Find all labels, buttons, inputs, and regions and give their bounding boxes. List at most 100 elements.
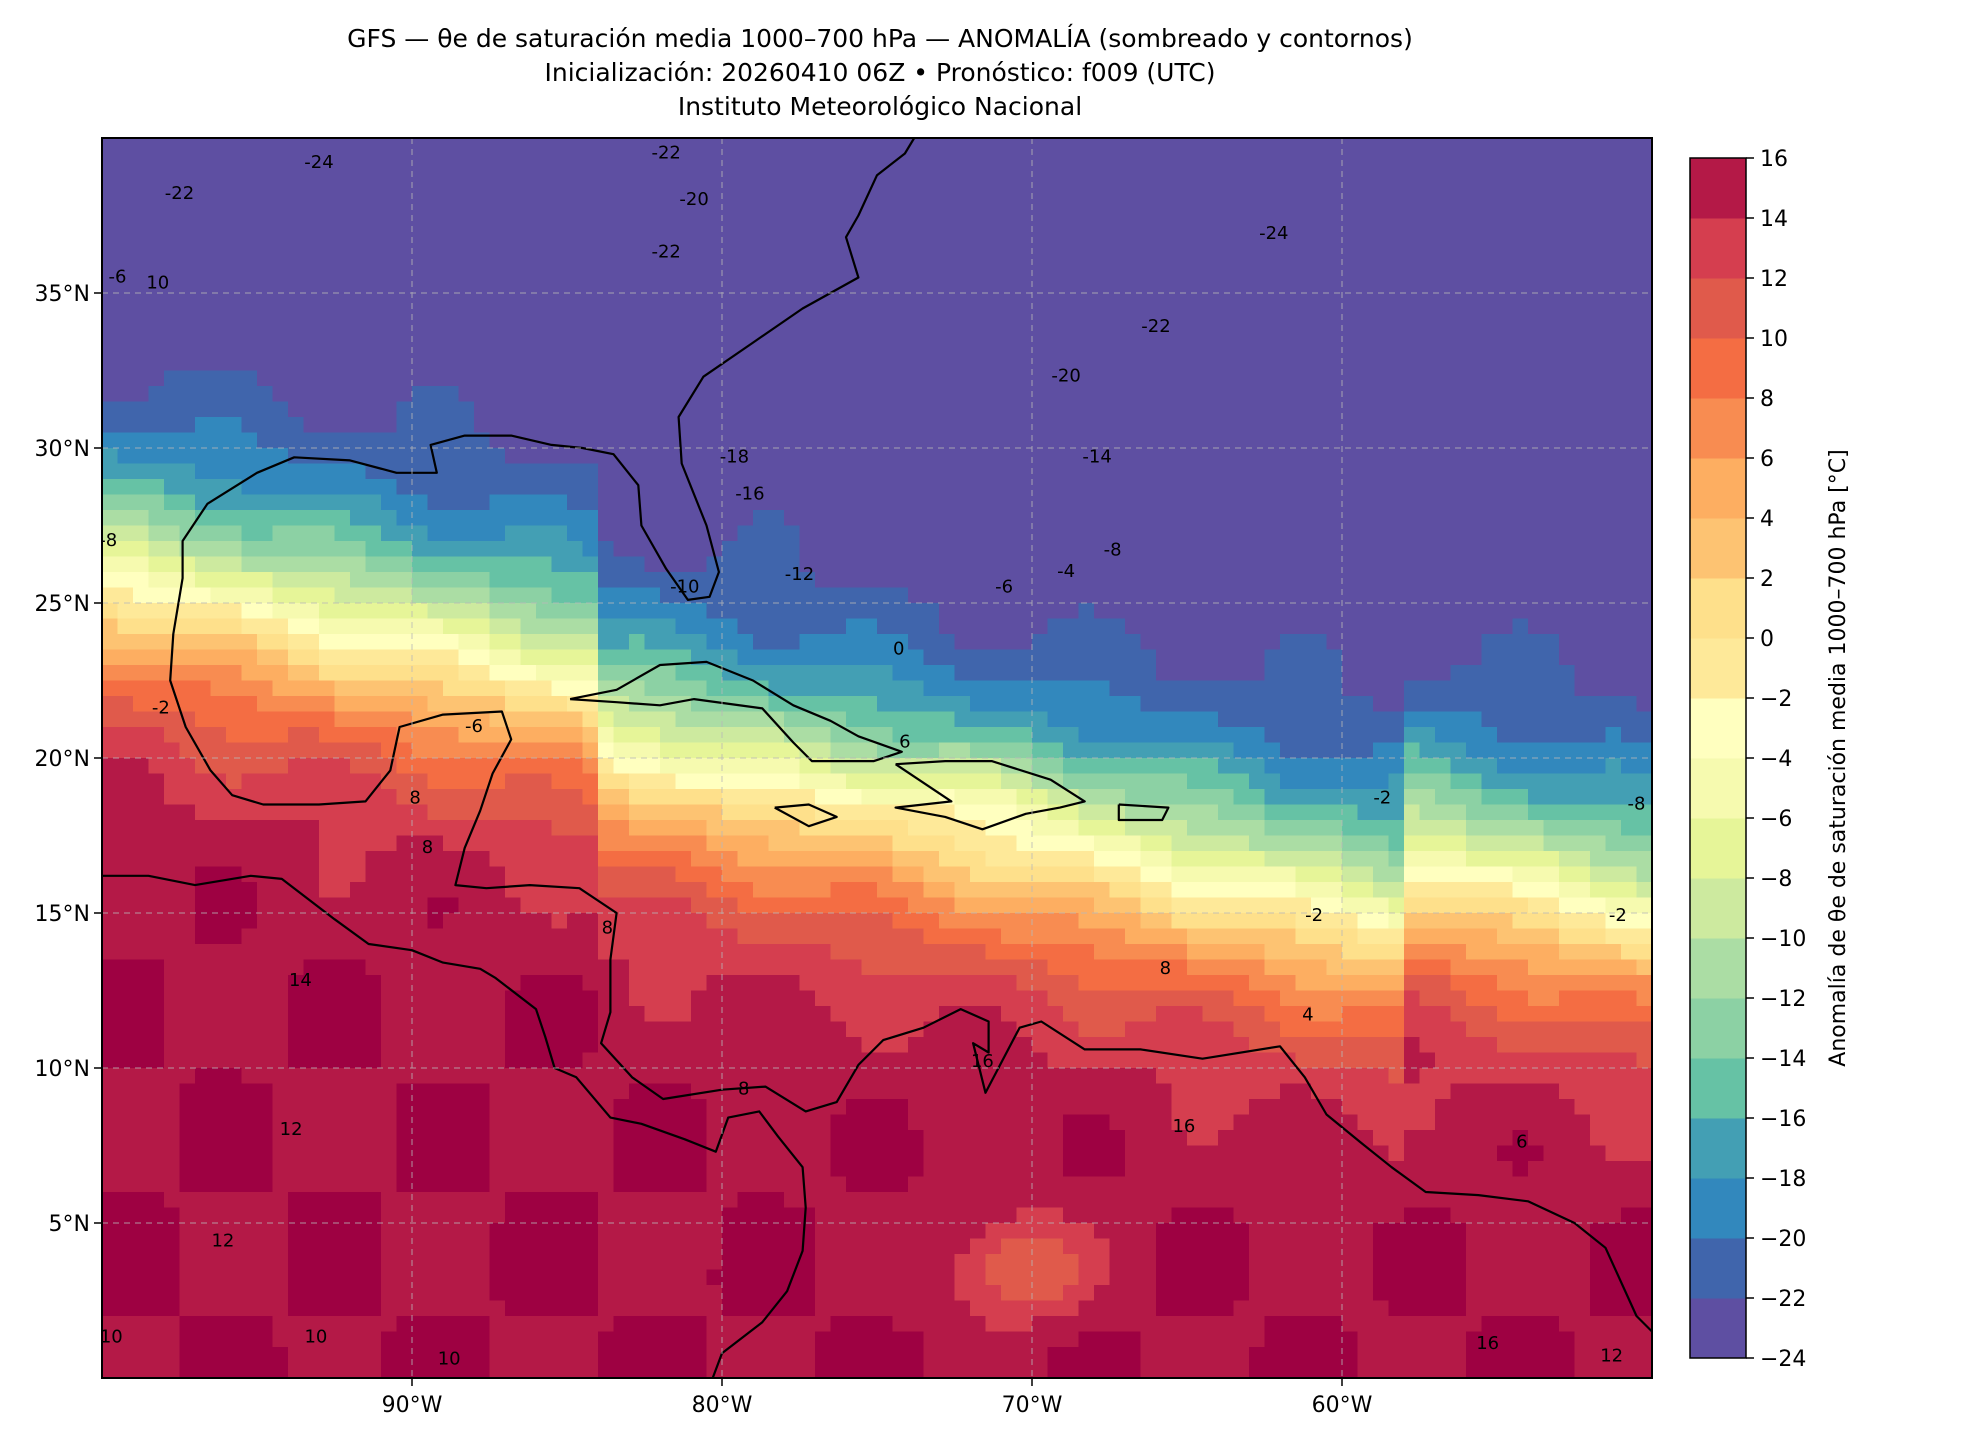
anomaly-cell [923, 758, 940, 775]
anomaly-cell [1419, 200, 1436, 217]
anomaly-cell [195, 448, 212, 465]
anomaly-cell [598, 324, 615, 341]
anomaly-cell [117, 835, 134, 852]
anomaly-cell [1125, 789, 1142, 806]
anomaly-cell [1125, 432, 1142, 449]
anomaly-cell [1202, 727, 1219, 744]
anomaly-cell [1435, 649, 1452, 666]
anomaly-cell [474, 835, 491, 852]
anomaly-cell [768, 339, 785, 356]
anomaly-cell [1280, 339, 1297, 356]
anomaly-cell [830, 525, 847, 542]
anomaly-cell [1497, 417, 1514, 434]
anomaly-cell [753, 355, 770, 372]
anomaly-cell [1481, 355, 1498, 372]
anomaly-cell [210, 169, 227, 186]
anomaly-cell [1156, 401, 1173, 418]
anomaly-cell [1481, 324, 1498, 341]
anomaly-cell [706, 897, 723, 914]
anomaly-cell [1094, 541, 1111, 558]
anomaly-cell [412, 355, 429, 372]
anomaly-cell [1171, 835, 1188, 852]
anomaly-cell [1016, 463, 1033, 480]
anomaly-cell [427, 153, 444, 170]
anomaly-cell [1435, 618, 1452, 635]
anomaly-cell [551, 820, 568, 837]
anomaly-cell [582, 696, 599, 713]
anomaly-cell [1605, 432, 1622, 449]
anomaly-cell [1280, 401, 1297, 418]
anomaly-cell [1590, 727, 1607, 744]
anomaly-cell [846, 355, 863, 372]
anomaly-cell [1559, 696, 1576, 713]
anomaly-cell [830, 231, 847, 248]
anomaly-cell [1187, 804, 1204, 821]
anomaly-cell [582, 494, 599, 511]
anomaly-cell [1497, 355, 1514, 372]
anomaly-cell [1280, 696, 1297, 713]
anomaly-cell [1078, 355, 1095, 372]
anomaly-cell [861, 525, 878, 542]
anomaly-cell [706, 572, 723, 589]
anomaly-cell [319, 153, 336, 170]
anomaly-cell [1590, 742, 1607, 759]
anomaly-cell [1419, 835, 1436, 852]
anomaly-cell [474, 680, 491, 697]
anomaly-cell [505, 851, 522, 868]
anomaly-cell [830, 572, 847, 589]
anomaly-cell [1016, 556, 1033, 573]
anomaly-cell [1466, 835, 1483, 852]
anomaly-cell [427, 355, 444, 372]
anomaly-cell [722, 556, 739, 573]
anomaly-cell [799, 882, 816, 899]
anomaly-cell [737, 184, 754, 201]
anomaly-cell [164, 169, 181, 186]
anomaly-cell [148, 556, 165, 573]
anomaly-cell [412, 742, 429, 759]
anomaly-cell [1388, 138, 1405, 155]
anomaly-cell [412, 200, 429, 217]
anomaly-cell [1171, 479, 1188, 496]
anomaly-cell [288, 851, 305, 868]
anomaly-cell [474, 355, 491, 372]
anomaly-cell [319, 246, 336, 263]
anomaly-cell [1063, 556, 1080, 573]
anomaly-cell [1543, 510, 1560, 527]
anomaly-cell [768, 665, 785, 682]
anomaly-cell [412, 494, 429, 511]
anomaly-cell [567, 215, 584, 232]
anomaly-cell [675, 789, 692, 806]
anomaly-cell [784, 215, 801, 232]
anomaly-cell [102, 479, 119, 496]
anomaly-cell [226, 494, 243, 511]
anomaly-cell [1605, 835, 1622, 852]
anomaly-cell [830, 897, 847, 914]
anomaly-cell [1590, 417, 1607, 434]
anomaly-cell [1357, 417, 1374, 434]
anomaly-cell [613, 649, 630, 666]
anomaly-cell [1032, 711, 1049, 728]
anomaly-cell [365, 386, 382, 403]
anomaly-cell [846, 572, 863, 589]
anomaly-cell [1450, 215, 1467, 232]
anomaly-cell [1233, 463, 1250, 480]
anomaly-cell [660, 494, 677, 511]
anomaly-cell [241, 153, 258, 170]
anomaly-cell [892, 386, 909, 403]
anomaly-cell [1233, 634, 1250, 651]
anomaly-cell [1543, 541, 1560, 558]
anomaly-cell [458, 525, 475, 542]
anomaly-cell [241, 293, 258, 310]
anomaly-cell [272, 618, 289, 635]
anomaly-cell [892, 603, 909, 620]
anomaly-cell [1419, 277, 1436, 294]
anomaly-cell [1590, 463, 1607, 480]
anomaly-cell [1249, 696, 1266, 713]
anomaly-cell [474, 882, 491, 899]
anomaly-cell [799, 370, 816, 387]
anomaly-cell [1388, 386, 1405, 403]
anomaly-cell [1419, 789, 1436, 806]
anomaly-cell [846, 417, 863, 434]
anomaly-cell [1295, 711, 1312, 728]
anomaly-cell [303, 494, 320, 511]
